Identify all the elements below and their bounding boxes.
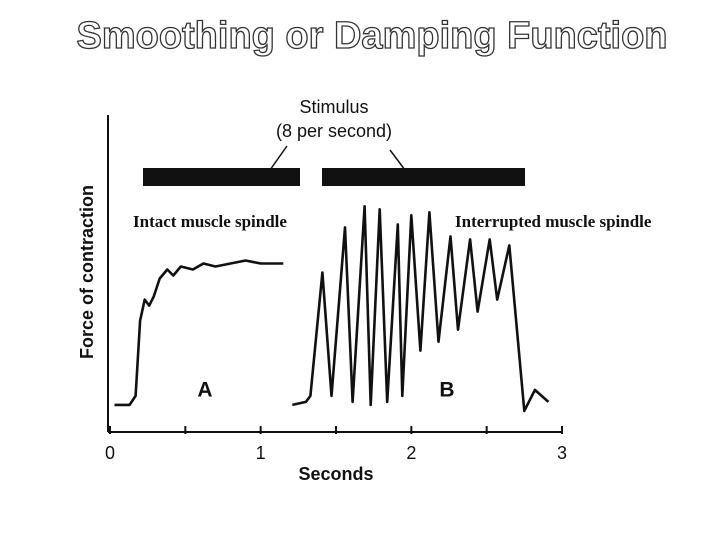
x-axis-label: Seconds — [298, 464, 373, 484]
annotation: B — [439, 379, 454, 402]
series-label: Intact muscle spindle — [133, 212, 287, 231]
x-tick-label: 3 — [557, 443, 567, 463]
annotation: Stimulus — [299, 97, 368, 117]
trace — [114, 259, 284, 407]
pointer — [389, 149, 406, 171]
trace — [292, 205, 550, 413]
annotation: (8 per second) — [276, 121, 392, 141]
stimulus-bar — [143, 168, 300, 186]
y-axis-label: Force of contraction — [77, 185, 97, 359]
series-label: Interrupted muscle spindle — [455, 212, 652, 231]
x-tick-label: 0 — [105, 443, 115, 463]
x-tick-label: 1 — [256, 443, 266, 463]
annotation: A — [197, 379, 212, 402]
x-tick-label: 2 — [406, 443, 416, 463]
pointer — [269, 145, 288, 171]
slide-title: Smoothing or Damping Function — [76, 15, 667, 57]
stimulus-bar — [322, 168, 525, 186]
